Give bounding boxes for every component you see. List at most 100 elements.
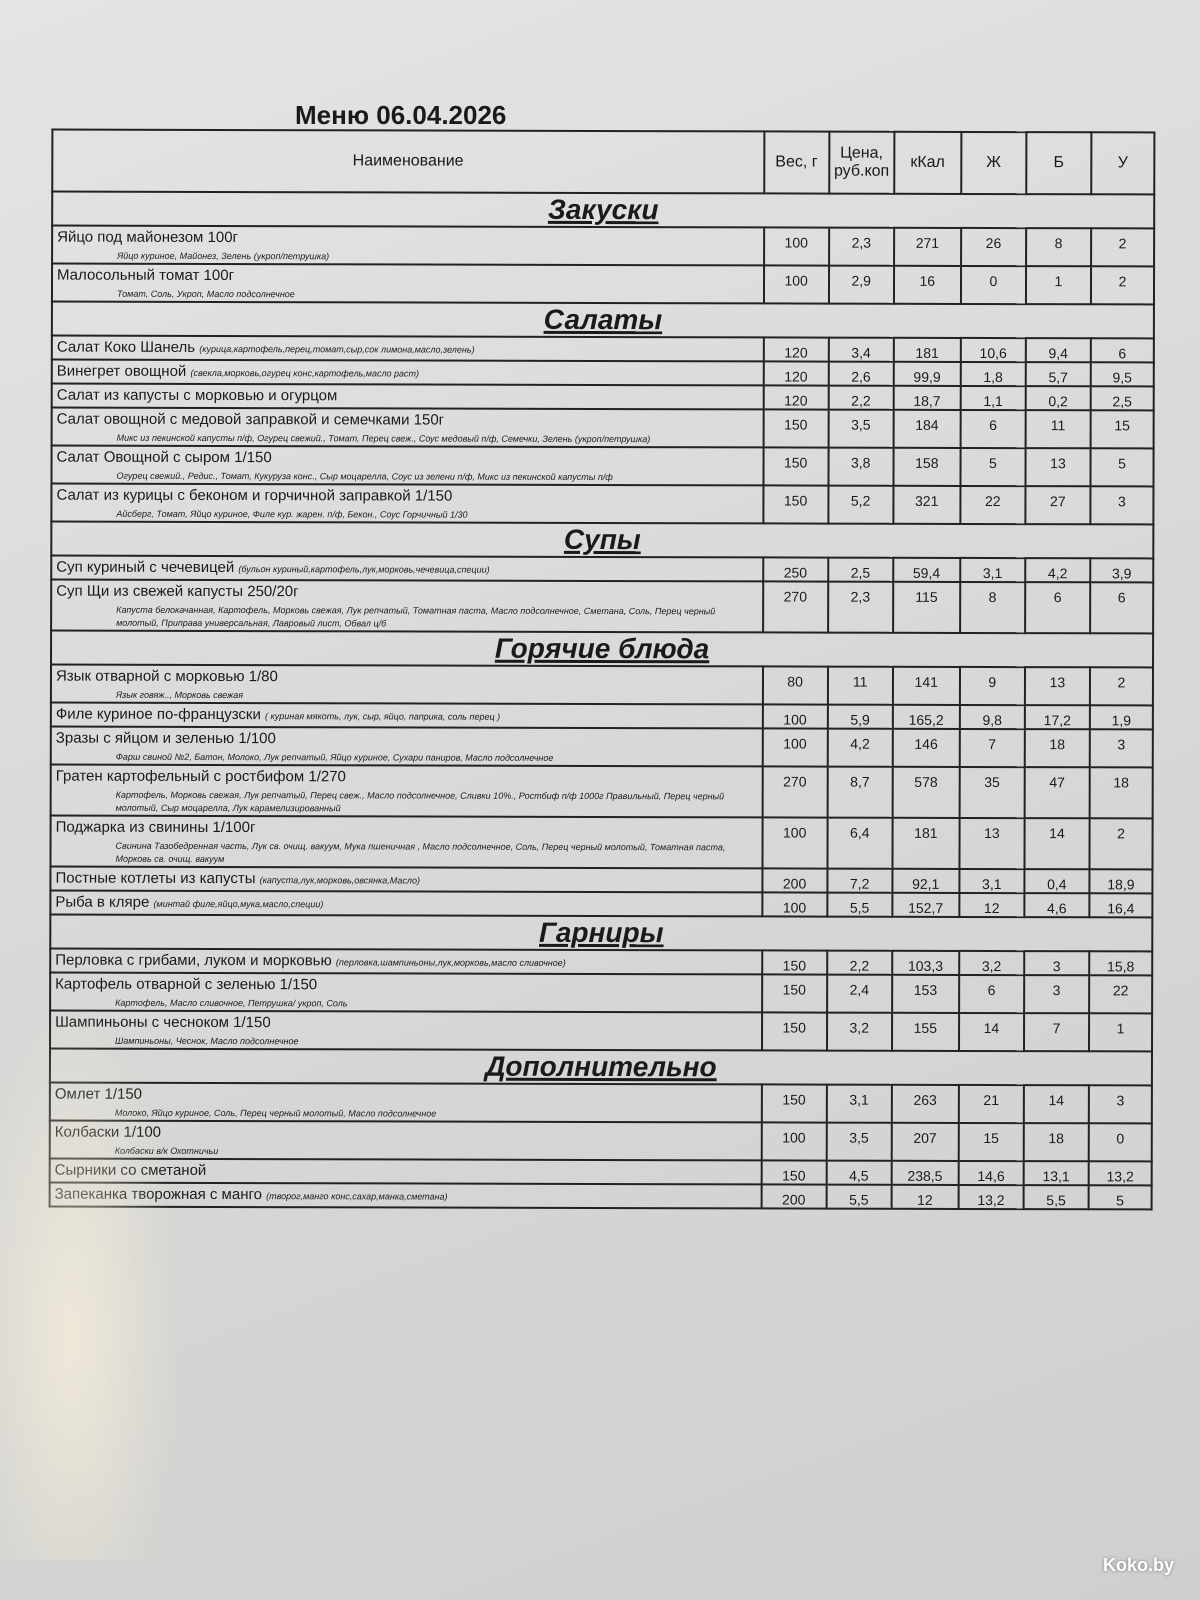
item-protein: 27 [1025,486,1091,525]
item-name-cell: Рыба в кляре (минтай филе,яйцо,мука,масл… [50,890,763,917]
menu-item-row: Колбаски 1/100 Колбаски в/к Охотничьи 100 3… [49,1120,1152,1162]
section-title: Дополнительно [485,1050,717,1083]
item-protein: 47 [1024,767,1090,819]
item-weight: 120 [763,361,829,386]
item-price: 11 [827,666,893,705]
item-name: Малосольный томат 100г [57,266,235,285]
item-name: Сырники со сметаной [54,1161,207,1179]
item-kcal: 152,7 [892,892,960,917]
item-price: 3,4 [828,337,894,362]
item-weight: 150 [761,1084,827,1123]
item-fat: 7 [959,728,1025,768]
item-price: 2,2 [826,950,892,975]
section-header-cell: Супы [51,521,1154,559]
section-header-row: Горячие блюда [51,630,1154,668]
item-ingredients: (перловка,шампиньоны,лук,морковь,масло с… [335,957,566,968]
section-header-cell: Салаты [51,301,1154,339]
watermark: Koko.by [1102,1555,1174,1575]
item-fat: 13,2 [958,1184,1024,1210]
menu-item-row: Язык отварной с морковью 1/80 Язык говяж.… [50,664,1154,706]
item-price: 8,7 [827,766,893,818]
section-title: Салаты [543,303,663,336]
item-weight: 100 [761,892,828,917]
item-fat: 0 [960,265,1026,305]
item-kcal: 158 [893,447,961,486]
menu-item-row: Постные котлеты из капусты (капуста,лук,… [50,866,1153,894]
item-protein: 0,2 [1025,386,1091,411]
item-weight: 150 [763,409,829,448]
item-price: 5,5 [827,892,893,917]
item-carbs: 15,8 [1089,951,1153,976]
item-carbs: 3 [1089,729,1153,768]
item-kcal: 165,2 [892,704,960,729]
menu-item-row: Малосольный томат 100г Томат, Соль, Укроп… [51,263,1155,305]
item-name-cell: Картофель отварной с зеленью 1/150 Картоф… [50,972,762,1013]
item-fat: 13 [959,817,1025,870]
item-weight: 120 [763,337,829,362]
item-price: 4,5 [826,1160,892,1185]
item-name: Салат Овощной с сыром 1/150 [56,448,272,467]
item-carbs: 22 [1089,975,1153,1014]
item-weight: 100 [761,1122,827,1161]
item-name-cell: Запеканка творожная с манго (творог,манг… [49,1182,762,1209]
column-header-weight: Вес, г [763,131,830,194]
item-weight: 100 [762,728,828,767]
item-ingredients: (капуста,лук,морковь,овсянка,Масло) [259,875,420,886]
menu-item-row: Картофель отварной с зеленью 1/150 Картоф… [50,972,1153,1014]
item-name: Салат из капусты с морковью и огурцом [56,386,338,405]
item-ingredients: (бульон куриный,картофель,лук,морковь,че… [238,564,490,575]
menu-item-row: Винегрет овощной (свекла,морковь,огурец … [51,359,1154,387]
item-fat: 3,2 [959,950,1025,976]
item-price: 2,4 [826,974,892,1013]
menu-item-row: Запеканка творожная с манго (творог,манг… [49,1182,1152,1210]
item-weight: 100 [762,704,828,729]
item-carbs: 0 [1088,1123,1152,1162]
item-protein: 3 [1024,951,1090,976]
item-name: Гратен картофельный с ростбифом 1/270 [55,767,346,786]
item-carbs: 2 [1090,266,1155,305]
menu-item-row: Салат Овощной с сыром 1/150 Огурец свежий… [51,445,1154,487]
section-header-row: Закуски [52,191,1155,229]
item-price: 3,8 [828,447,894,486]
item-ingredients: Молоко, Яйцо куриное, Соль, Перец черный… [114,1107,437,1119]
item-ingredients: Фарш свиной №2, Батон, Молоко, Лук репча… [115,751,554,763]
item-fat: 3,1 [959,868,1025,894]
item-fat: 26 [960,227,1027,267]
section-header-cell: Дополнительно [49,1048,1153,1086]
item-protein: 11 [1025,410,1091,449]
item-kcal: 18,7 [893,385,961,410]
item-carbs: 2 [1091,228,1155,267]
item-price: 7,2 [827,868,893,893]
item-name-cell: Сырники со сметаной [49,1158,762,1185]
item-protein: 0,4 [1024,869,1090,894]
item-price: 3,1 [826,1084,892,1123]
item-name-cell: Малосольный томат 100г Томат, Соль, Укроп… [51,263,764,304]
item-ingredients: Капуста белокачанная, Картофель, Морковь… [116,604,716,629]
item-carbs: 2 [1089,667,1154,706]
item-carbs: 3 [1088,1085,1152,1124]
item-carbs: 18,9 [1089,869,1153,894]
item-kcal: 181 [892,817,960,869]
item-name: Шампиньоны с чесноком 1/150 [55,1013,271,1032]
item-weight: 100 [762,817,828,869]
item-kcal: 92,1 [892,868,960,893]
item-kcal: 578 [892,766,960,818]
item-carbs: 15 [1090,410,1154,449]
item-fat: 6 [958,974,1025,1014]
column-header-carbs: У [1091,132,1155,195]
item-protein: 4,6 [1024,893,1090,918]
item-name: Постные котлеты из капусты [55,869,256,888]
item-name: Зразы с яйцом и зеленью 1/100 [55,729,276,748]
item-name-cell: Филе куриное по-французски ( куриная мяк… [50,702,763,729]
item-name-cell: Салат Коко Шанель (курица,картофель,пере… [51,335,764,362]
section-header-row: Гарниры [50,914,1153,952]
item-name-cell: Шампиньоны с чесноком 1/150 Шампиньоны, Ч… [50,1010,762,1051]
item-name-cell: Салат из курицы с беконом и горчичной за… [51,483,764,524]
column-header-protein: Б [1026,132,1092,195]
item-name-cell: Суп куриный с чечевицей (бульон куриный,… [51,555,763,582]
item-name: Салат из курицы с беконом и горчичной за… [56,486,453,505]
item-name-cell: Суп Щи из свежей капусты 250/20г Капуста … [51,579,763,633]
item-kcal: 16 [893,265,961,304]
section-header-cell: Горячие блюда [51,630,1154,668]
item-name-cell: Салат Овощной с сыром 1/150 Огурец свежий… [51,445,764,486]
